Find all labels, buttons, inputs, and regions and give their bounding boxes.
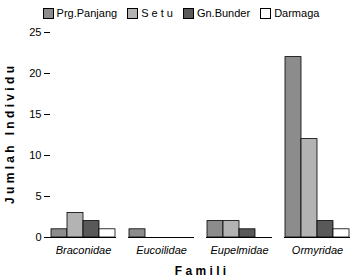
html-text:Darmaga: Darmaga	[274, 7, 320, 19]
svg-text:10: 10	[29, 149, 41, 161]
svg-text:F a m i l i: F a m i l i	[175, 264, 226, 277]
svg-text:Ormyridae: Ormyridae	[292, 244, 343, 256]
svg-text:5: 5	[35, 190, 41, 202]
html-text:S e t u: S e t u	[141, 7, 173, 19]
svg-text:20: 20	[29, 67, 41, 79]
html-text:Prg.Panjang: Prg.Panjang	[56, 7, 118, 19]
svg-text:15: 15	[29, 108, 41, 120]
svg-text:Eucoilidae: Eucoilidae	[136, 244, 187, 256]
svg-text:0: 0	[35, 231, 41, 243]
html-text:Gn.Bunder: Gn.Bunder	[196, 7, 251, 19]
svg-text:Braconidae: Braconidae	[56, 244, 112, 256]
svg-text:25: 25	[29, 26, 41, 38]
svg-text:Eupelmidae: Eupelmidae	[210, 244, 268, 256]
svg-text:J u m l a h I n d i v i d u: J u m l a h I n d i v i d u	[3, 66, 17, 204]
